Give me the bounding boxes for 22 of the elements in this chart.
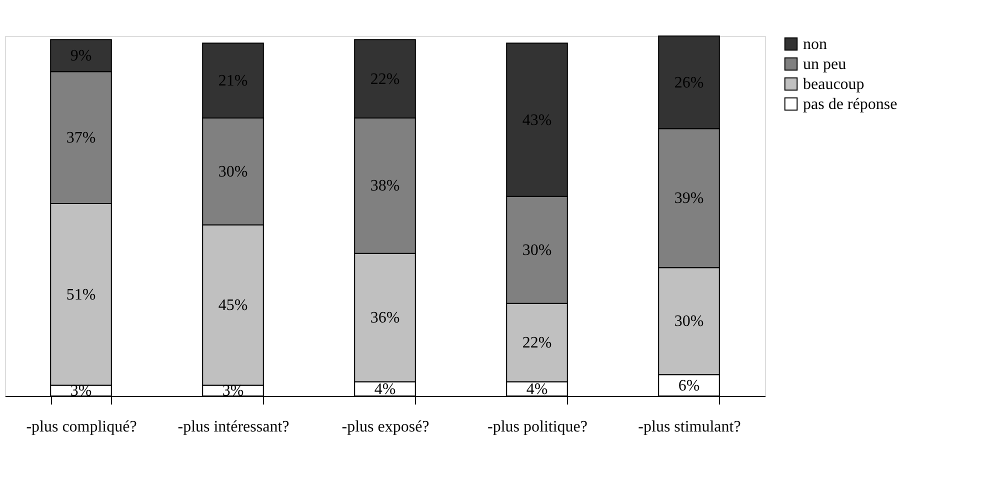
- data-label: 30%: [522, 242, 552, 259]
- legend-label: pas de réponse: [803, 96, 898, 113]
- data-label: 4%: [526, 380, 548, 398]
- x-tick-label: -plus exposé?: [342, 418, 430, 436]
- legend-label: non: [803, 36, 827, 53]
- legend-label: beaucoup: [803, 76, 864, 93]
- data-label: 51%: [66, 286, 96, 304]
- x-tick-label: -plus stimulant?: [638, 418, 741, 436]
- data-label: 36%: [370, 310, 400, 327]
- data-label: 22%: [522, 334, 552, 352]
- data-label: 39%: [674, 190, 704, 208]
- x-tick-label: -plus compliqué?: [26, 418, 137, 436]
- data-label: 45%: [218, 297, 248, 314]
- data-label: 30%: [218, 163, 248, 180]
- x-tick-label: -plus intéressant?: [178, 418, 290, 436]
- x-tick-label: -plus politique?: [488, 418, 588, 436]
- data-label: 4%: [374, 380, 396, 398]
- legend-label: un peu: [803, 56, 846, 73]
- data-label: 6%: [678, 377, 700, 394]
- data-label: 38%: [370, 178, 400, 195]
- data-label: 37%: [66, 130, 96, 147]
- data-label: 30%: [674, 313, 704, 330]
